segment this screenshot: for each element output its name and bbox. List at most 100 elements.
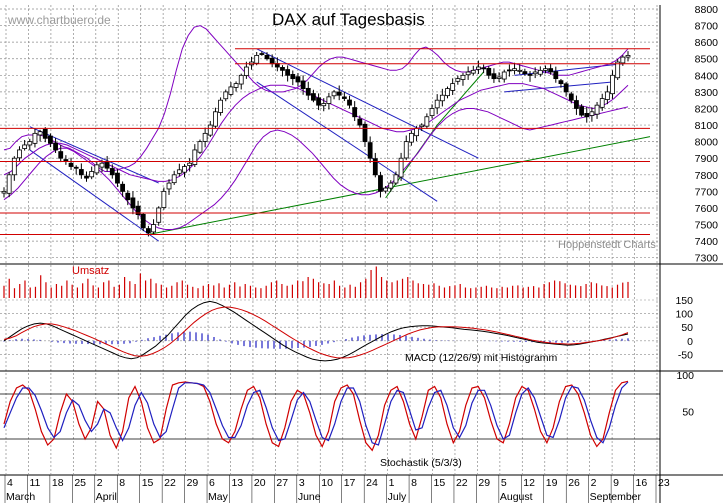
candle-body bbox=[213, 111, 218, 127]
candle-body bbox=[120, 183, 126, 192]
candle-body bbox=[290, 74, 296, 80]
candle-body bbox=[295, 76, 301, 83]
x-day-label: 26 bbox=[568, 477, 580, 489]
x-day-label: 16 bbox=[636, 477, 648, 489]
x-day-label: 9 bbox=[613, 477, 619, 489]
candle-body bbox=[543, 68, 548, 71]
bollinger-upper bbox=[3, 25, 629, 172]
candle-body bbox=[171, 174, 177, 184]
price-tick-label: 7600 bbox=[695, 203, 719, 215]
channel-line bbox=[504, 81, 613, 93]
channel-line bbox=[256, 81, 438, 202]
candle-body bbox=[378, 175, 383, 192]
candle-body bbox=[104, 162, 110, 169]
candle-body bbox=[615, 61, 621, 79]
candle-body bbox=[579, 106, 584, 116]
x-day-label: 19 bbox=[546, 477, 558, 489]
candle-body bbox=[130, 197, 136, 209]
candle-body bbox=[11, 157, 17, 176]
credit-label: Hoppenstedt Charts bbox=[558, 239, 656, 251]
macd-line bbox=[3, 300, 629, 362]
candle-body bbox=[558, 80, 564, 85]
macd-tick-label: -50 bbox=[678, 349, 693, 361]
x-month-label: September bbox=[590, 491, 642, 503]
candle-body bbox=[109, 168, 115, 176]
candle-body bbox=[506, 69, 512, 72]
price-tick-label: 7700 bbox=[695, 186, 719, 198]
price-tick-label: 7400 bbox=[695, 236, 719, 248]
candle-body bbox=[316, 97, 321, 106]
macd-lines bbox=[3, 300, 629, 362]
candle-body bbox=[419, 124, 425, 128]
candle-body bbox=[424, 116, 430, 127]
candle-body bbox=[522, 71, 528, 75]
candle-body bbox=[512, 68, 517, 71]
price-tick-label: 7900 bbox=[695, 153, 719, 165]
macd-tick-label: 100 bbox=[675, 309, 693, 321]
candle-body bbox=[140, 213, 146, 229]
candle-body bbox=[610, 74, 615, 95]
x-day-label: 15 bbox=[142, 477, 154, 489]
volume-bars bbox=[3, 266, 629, 298]
candle-body bbox=[398, 157, 404, 178]
candle-body bbox=[434, 99, 440, 109]
candle-body bbox=[37, 131, 43, 136]
candle-body bbox=[94, 164, 100, 174]
x-month-label: May bbox=[208, 491, 229, 503]
candle-body bbox=[42, 128, 48, 139]
site-watermark: www.chartbuero.de bbox=[7, 13, 111, 27]
candle-body bbox=[429, 108, 435, 117]
price-tick-label: 8100 bbox=[695, 120, 719, 132]
x-day-label: 5 bbox=[501, 477, 507, 489]
candle-body bbox=[439, 94, 445, 102]
x-day-label: 27 bbox=[276, 477, 288, 489]
x-day-label: 10 bbox=[321, 477, 333, 489]
candle-body bbox=[17, 149, 22, 159]
stoch-d-line bbox=[3, 381, 629, 446]
x-day-label: 24 bbox=[366, 477, 378, 489]
candle-body bbox=[414, 127, 419, 137]
macd-tick-label: 0 bbox=[687, 336, 693, 348]
candle-body bbox=[537, 69, 543, 75]
x-day-label: 29 bbox=[478, 477, 490, 489]
candle-body bbox=[156, 207, 162, 223]
stoch-tick-label: 50 bbox=[682, 406, 694, 418]
stochastic-lines bbox=[3, 380, 629, 452]
price-tick-label: 8200 bbox=[695, 103, 719, 115]
candle-body bbox=[32, 132, 38, 144]
price-overlays bbox=[29, 48, 651, 242]
price-tick-label: 8000 bbox=[695, 137, 719, 149]
x-day-label: 15 bbox=[434, 477, 446, 489]
candle-body bbox=[218, 99, 223, 113]
candle-body bbox=[89, 171, 95, 178]
candle-body bbox=[27, 141, 33, 146]
candle-body bbox=[574, 100, 579, 109]
macd-tick-label: 50 bbox=[681, 322, 693, 334]
macd-label: MACD (12/26/9) mit Histogramm bbox=[405, 352, 558, 364]
candle-body bbox=[305, 87, 311, 96]
candle-body bbox=[501, 71, 507, 80]
candle-body bbox=[465, 71, 471, 76]
candle-body bbox=[125, 192, 131, 201]
candle-body bbox=[264, 54, 270, 60]
x-day-label: 6 bbox=[209, 477, 215, 489]
candle-body bbox=[145, 228, 151, 234]
candle-body bbox=[53, 142, 58, 151]
candle-body bbox=[233, 83, 239, 88]
candle-body bbox=[568, 93, 574, 101]
y-tick-labels: 7300 7400 7500 7600 7700 7800 7900 8000 8100 8200… bbox=[675, 4, 718, 418]
x-month-label: June bbox=[298, 491, 321, 503]
x-day-label: 2 bbox=[97, 477, 103, 489]
x-day-label: 8 bbox=[411, 477, 417, 489]
candle-body bbox=[336, 91, 342, 96]
candle-body bbox=[99, 162, 105, 168]
candle-body bbox=[300, 80, 306, 89]
candle-body bbox=[548, 68, 554, 73]
candle-body bbox=[604, 91, 610, 100]
channel-line bbox=[29, 149, 159, 242]
candle-body bbox=[553, 71, 559, 80]
short-uptrend-line bbox=[436, 71, 484, 126]
candle-body bbox=[357, 118, 363, 126]
candle-body bbox=[269, 57, 275, 65]
